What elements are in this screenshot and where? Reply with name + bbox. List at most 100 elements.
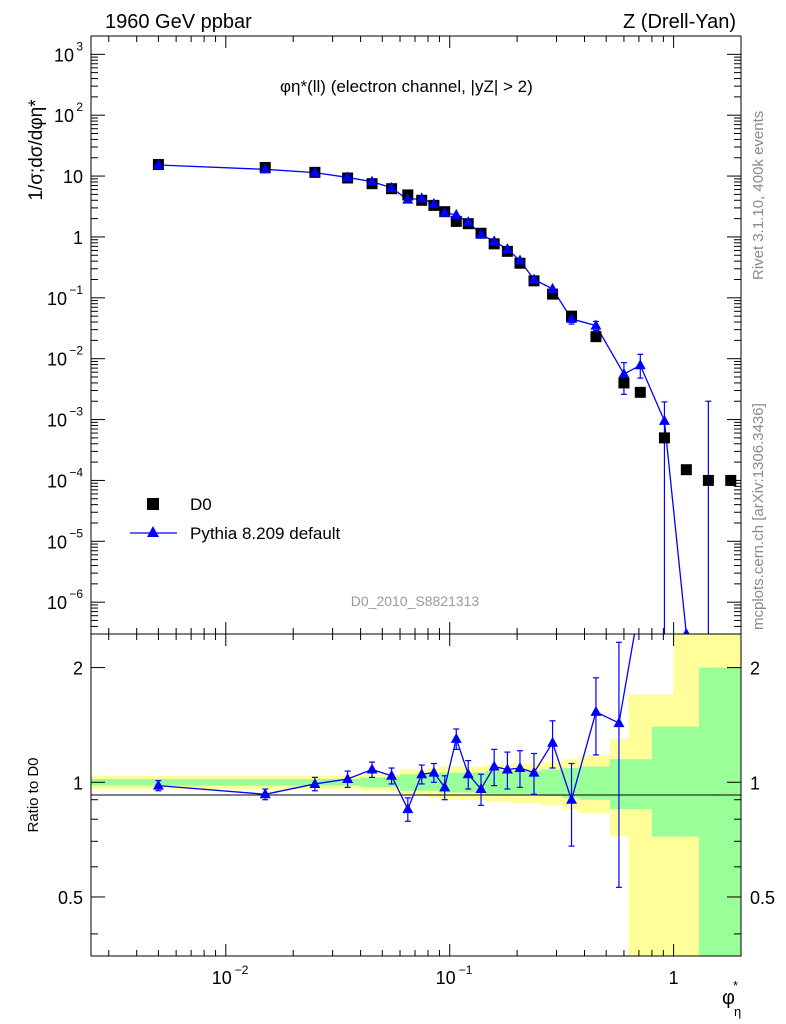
ratio-pythia-point	[613, 717, 625, 728]
watermark: D0_2010_S8821313	[351, 593, 480, 609]
y-tick-label-base: 10	[47, 289, 67, 309]
y-tick-label-text: 1	[73, 228, 83, 248]
pythia-point	[259, 163, 271, 174]
x-axis-label-star: *	[733, 978, 738, 993]
main-frame	[90, 35, 742, 635]
ratio-pythia-point	[152, 779, 164, 790]
pythia-point	[152, 158, 164, 169]
legend-pythia-marker	[147, 526, 159, 537]
pythia-point	[462, 216, 474, 227]
y-tick-label: −110	[47, 283, 83, 309]
y-tick-label-text: 10	[63, 167, 83, 187]
x-tick-label-base: 10	[436, 968, 456, 988]
y-tick-label-base: 10	[47, 471, 67, 491]
ratio-band-green	[628, 759, 653, 810]
ratio-pythia-point	[566, 793, 578, 804]
d0-point	[450, 215, 462, 227]
ratio-pythia-point	[635, 594, 646, 604]
y-tick-label-base: 10	[47, 411, 67, 431]
ratio-uncertainty-bands	[91, 634, 741, 956]
ratio-pythia-point	[501, 763, 513, 774]
y-tick-label: 210	[54, 100, 83, 126]
y-tick-label: 1	[73, 228, 83, 248]
legend: D0 Pythia 8.209 default	[130, 495, 341, 543]
ratio-y-tick-label-right: 0.5	[750, 888, 775, 908]
y-tick-label-exp: −4	[69, 465, 83, 479]
ratio-band-green	[540, 769, 564, 797]
pythia-point	[428, 197, 440, 208]
x-tick-label-exp: −2	[235, 963, 249, 977]
ratio-frame	[90, 633, 742, 957]
legend-d0-label: D0	[190, 495, 212, 514]
y-tick-label-exp: −5	[69, 526, 83, 540]
observable-label: φη*(ll) (electron channel, |yZ| > 2)	[280, 77, 533, 96]
d0-point	[658, 432, 670, 444]
ratio-pythia-point	[528, 766, 540, 777]
ratio-pythia-point	[450, 732, 462, 743]
pythia-point	[342, 171, 354, 182]
ratio-band-green	[719, 667, 741, 956]
y-tick-label-base: 10	[54, 106, 74, 126]
ratio-pythia-point	[475, 783, 487, 794]
y-tick-label: 310	[54, 39, 83, 65]
x-tick-label-base: 10	[212, 968, 232, 988]
ratio-band-green	[651, 726, 675, 837]
ratio-y-axis-label: Ratio to D0	[25, 757, 42, 832]
ratio-pythia-point	[488, 760, 500, 771]
ratio-band-green	[673, 726, 700, 837]
ratio-y-tick-label-left: 0.5	[58, 888, 83, 908]
ratio-band-green	[449, 772, 464, 793]
x-tick-label-text: 1	[669, 968, 679, 988]
rivet-label: Rivet 3.1.10, 400k events	[750, 110, 767, 280]
d0-point	[725, 474, 737, 486]
d0-point	[547, 288, 559, 300]
y-tick-label-exp: −1	[69, 283, 83, 297]
x-tick-label-exp: −1	[459, 963, 473, 977]
ratio-band-green	[610, 759, 630, 810]
ratio-pythia-point	[514, 762, 526, 773]
ratio-y-tick-label-right: 1	[750, 773, 760, 793]
legend-pythia-label: Pythia 8.209 default	[190, 524, 341, 543]
x-axis-label-phi: φ	[722, 987, 735, 1009]
pythia-point	[309, 166, 321, 177]
ratio-pythia-point	[259, 788, 271, 799]
ratio-pythia-point	[342, 773, 354, 784]
pythia-point	[450, 208, 462, 219]
main-y-axis-label: 1/σ;dσ/dφη*	[26, 99, 47, 201]
y-tick-label-base: 10	[47, 350, 67, 370]
ratio-band-green	[400, 774, 416, 791]
y-tick-label-exp: −6	[69, 587, 83, 601]
y-tick-label: −310	[47, 405, 83, 431]
pythia-point	[386, 181, 398, 192]
y-tick-label-exp: −2	[69, 344, 83, 358]
mcplots-label: mcplots.cern.ch [arXiv:1306.3436]	[750, 403, 767, 630]
y-tick-label: −510	[47, 526, 83, 552]
x-tick-labels: 10 −2 10 −1 1	[212, 963, 679, 988]
ratio-y-tick-labels: 0.5 0.5 1 1 2 2	[58, 659, 775, 908]
pythia-point	[402, 193, 414, 204]
ratio-series	[152, 594, 646, 888]
pythia-point	[658, 414, 670, 425]
pythia-point	[488, 235, 500, 246]
main-series	[152, 158, 737, 634]
main-ticks	[91, 35, 742, 635]
pythia-point	[416, 192, 428, 203]
x-axis-label-sub: η	[734, 1004, 741, 1019]
d0-point	[618, 377, 630, 389]
ratio-band-green	[360, 777, 383, 788]
y-tick-label: 10	[63, 167, 83, 187]
pythia-line	[158, 164, 687, 634]
pythia-point	[590, 319, 602, 330]
ratio-pythia-point	[386, 769, 398, 780]
pythia-point	[566, 312, 578, 323]
ratio-pythia-point	[439, 781, 451, 792]
ratio-band-green	[699, 667, 720, 956]
ratio-pythia-point	[402, 803, 414, 814]
d0-point	[680, 464, 692, 476]
ratio-pythia-point	[462, 768, 474, 779]
pythia-point	[514, 254, 526, 265]
x-tick-label: 1	[669, 968, 679, 988]
pythia-point	[547, 282, 559, 293]
pythia-point	[528, 273, 540, 284]
pythia-point	[634, 359, 646, 370]
